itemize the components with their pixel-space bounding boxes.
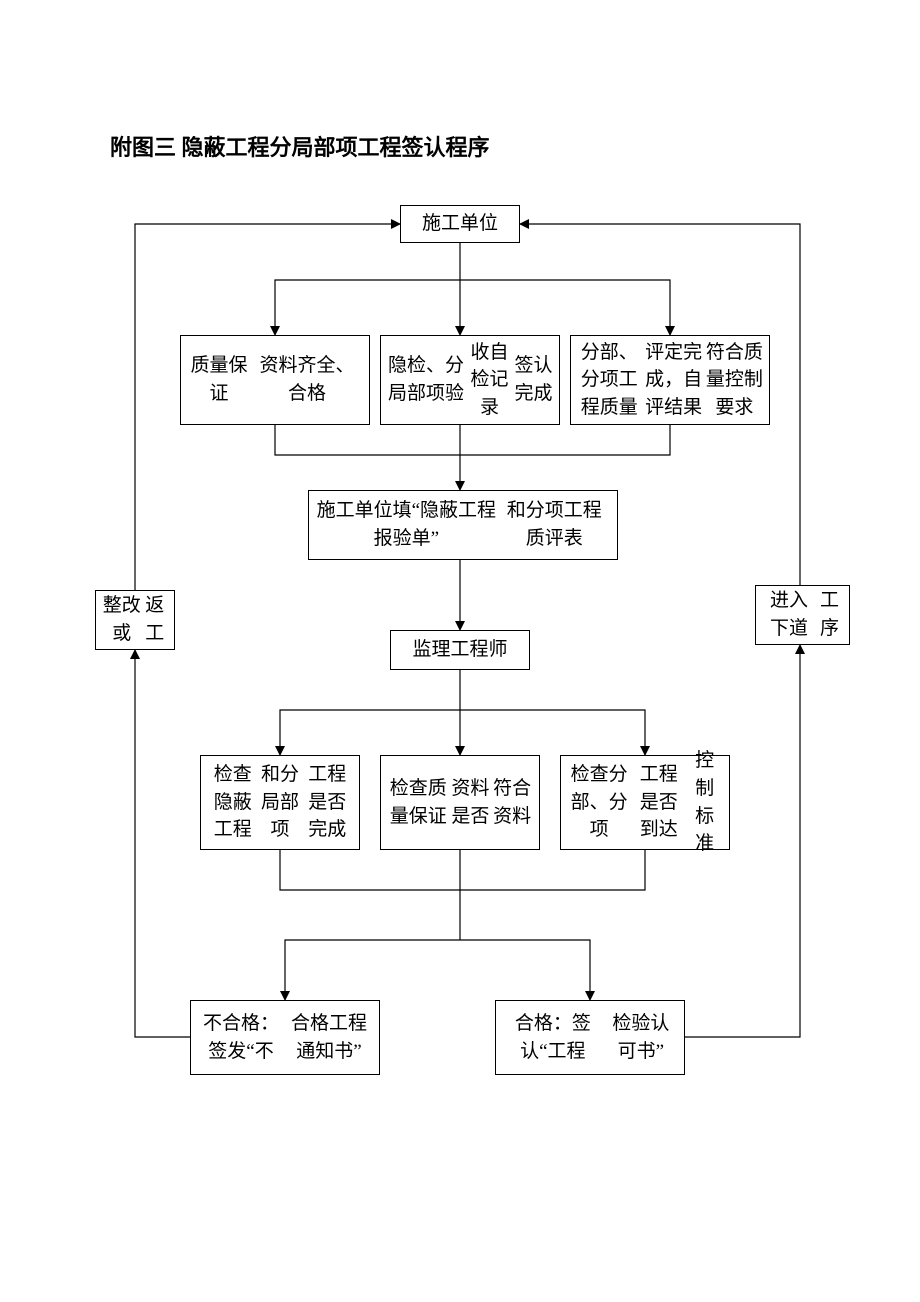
flowchart-node-n5a: 检查隐蔽工程和分局部项工程是否完成 [200,755,360,850]
flowchart-page: 附图三 隐蔽工程分局部项工程签认程序 施工单位质量保证资料齐全、合格隐检、分局部… [0,0,920,1302]
flowchart-node-n5b: 检查质量保证资料是否符合资料 [380,755,540,850]
flowchart-edge [460,850,645,890]
flowchart-edge [280,850,460,890]
flowchart-edge [460,425,670,455]
flowchart-node-n2c: 分部、分项工程质量评定完成，自评结果符合质量控制要求 [570,335,770,425]
flowchart-edge [135,650,190,1037]
flowchart-edge [460,710,645,755]
flowchart-node-n1: 施工单位 [400,205,520,243]
flowchart-node-sR: 进入下道工序 [755,585,850,645]
flowchart-edge [460,940,590,1000]
flowchart-node-n2b: 隐检、分局部项验收自检记录签认完成 [380,335,560,425]
flowchart-node-sL: 整改或返工 [95,590,175,650]
flowchart-node-n2a: 质量保证资料齐全、合格 [180,335,370,425]
flowchart-edge [275,425,460,455]
flowchart-edge [460,280,670,335]
flowchart-edge [280,710,460,755]
flowchart-node-n5c: 检查分部、分项工程是否到达控制标准 [560,755,730,850]
flowchart-edge [275,280,460,335]
flowchart-node-n6b: 合格：签认“工程检验认可书” [495,1000,685,1075]
flowchart-node-n4: 监理工程师 [390,630,530,670]
flowchart-edge [285,940,460,1000]
flowchart-node-n6a: 不合格：签发“不合格工程通知书” [190,1000,380,1075]
flowchart-node-n3: 施工单位填“隐蔽工程报验单”和分项工程质评表 [308,490,618,560]
